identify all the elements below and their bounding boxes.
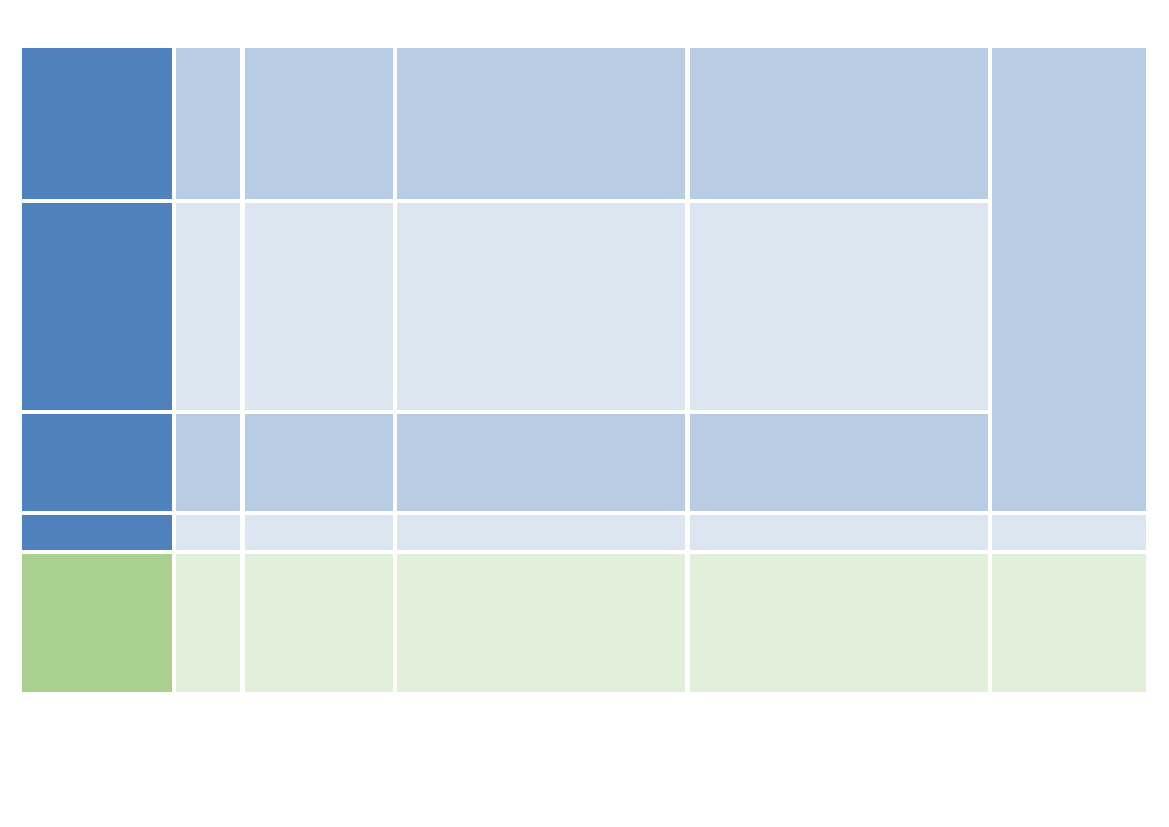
cell — [245, 515, 393, 550]
row-header-cell — [22, 554, 172, 692]
cell — [690, 414, 988, 511]
row-header-cell — [22, 203, 172, 410]
row-header-cell — [22, 414, 172, 511]
cell — [992, 554, 1146, 692]
cell — [176, 48, 240, 199]
cell — [397, 515, 685, 550]
merged-cell — [992, 48, 1146, 410]
cell — [690, 203, 988, 410]
cell — [245, 48, 393, 199]
cell — [992, 410, 1146, 511]
cell — [176, 203, 240, 410]
cell — [176, 554, 240, 692]
cell — [245, 203, 393, 410]
cell — [245, 554, 393, 692]
cell — [690, 554, 988, 692]
row-header-cell — [22, 515, 172, 550]
cell — [245, 414, 393, 511]
cell — [992, 515, 1146, 550]
row-header-cell — [22, 48, 172, 199]
cell — [176, 515, 240, 550]
cell — [690, 48, 988, 199]
cell — [397, 203, 685, 410]
cell — [397, 414, 685, 511]
cell — [397, 554, 685, 692]
cell — [690, 515, 988, 550]
cell — [397, 48, 685, 199]
cell — [176, 414, 240, 511]
